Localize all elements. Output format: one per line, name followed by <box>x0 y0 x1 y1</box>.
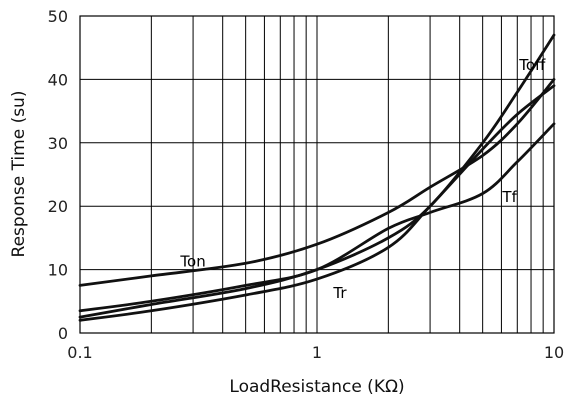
series-label-tr: Tr <box>332 284 347 302</box>
x-axis-label: LoadResistance (KΩ) <box>229 377 404 397</box>
series-line-tf <box>78 122 556 313</box>
series-label-tf: Tf <box>501 188 517 206</box>
y-tick-label: 20 <box>48 197 68 216</box>
series-line-tr <box>78 84 556 322</box>
x-tick-label: 10 <box>544 343 564 362</box>
y-tick-label: 10 <box>48 261 68 280</box>
y-axis-label: Response Time (su) <box>9 91 29 258</box>
y-tick-label: 40 <box>48 70 68 89</box>
y-tick-label: 30 <box>48 134 68 153</box>
x-tick-label: 0.1 <box>67 343 92 362</box>
series-line-ton <box>78 78 556 287</box>
tick-labels: 0 10 20 30 40 50 0.1 1 10 <box>48 7 564 362</box>
x-tick-label: 1 <box>312 343 322 362</box>
grid <box>79 15 555 334</box>
series-line-toff <box>78 33 556 319</box>
y-tick-label: 0 <box>58 324 68 343</box>
plot-frame <box>79 15 555 334</box>
series-label-ton: Ton <box>179 252 205 270</box>
y-tick-label: 50 <box>48 7 68 26</box>
series-label-toff: Toff <box>518 56 546 74</box>
series-labels: Ton Toff Tr Tf <box>179 56 546 302</box>
curves <box>78 33 556 322</box>
